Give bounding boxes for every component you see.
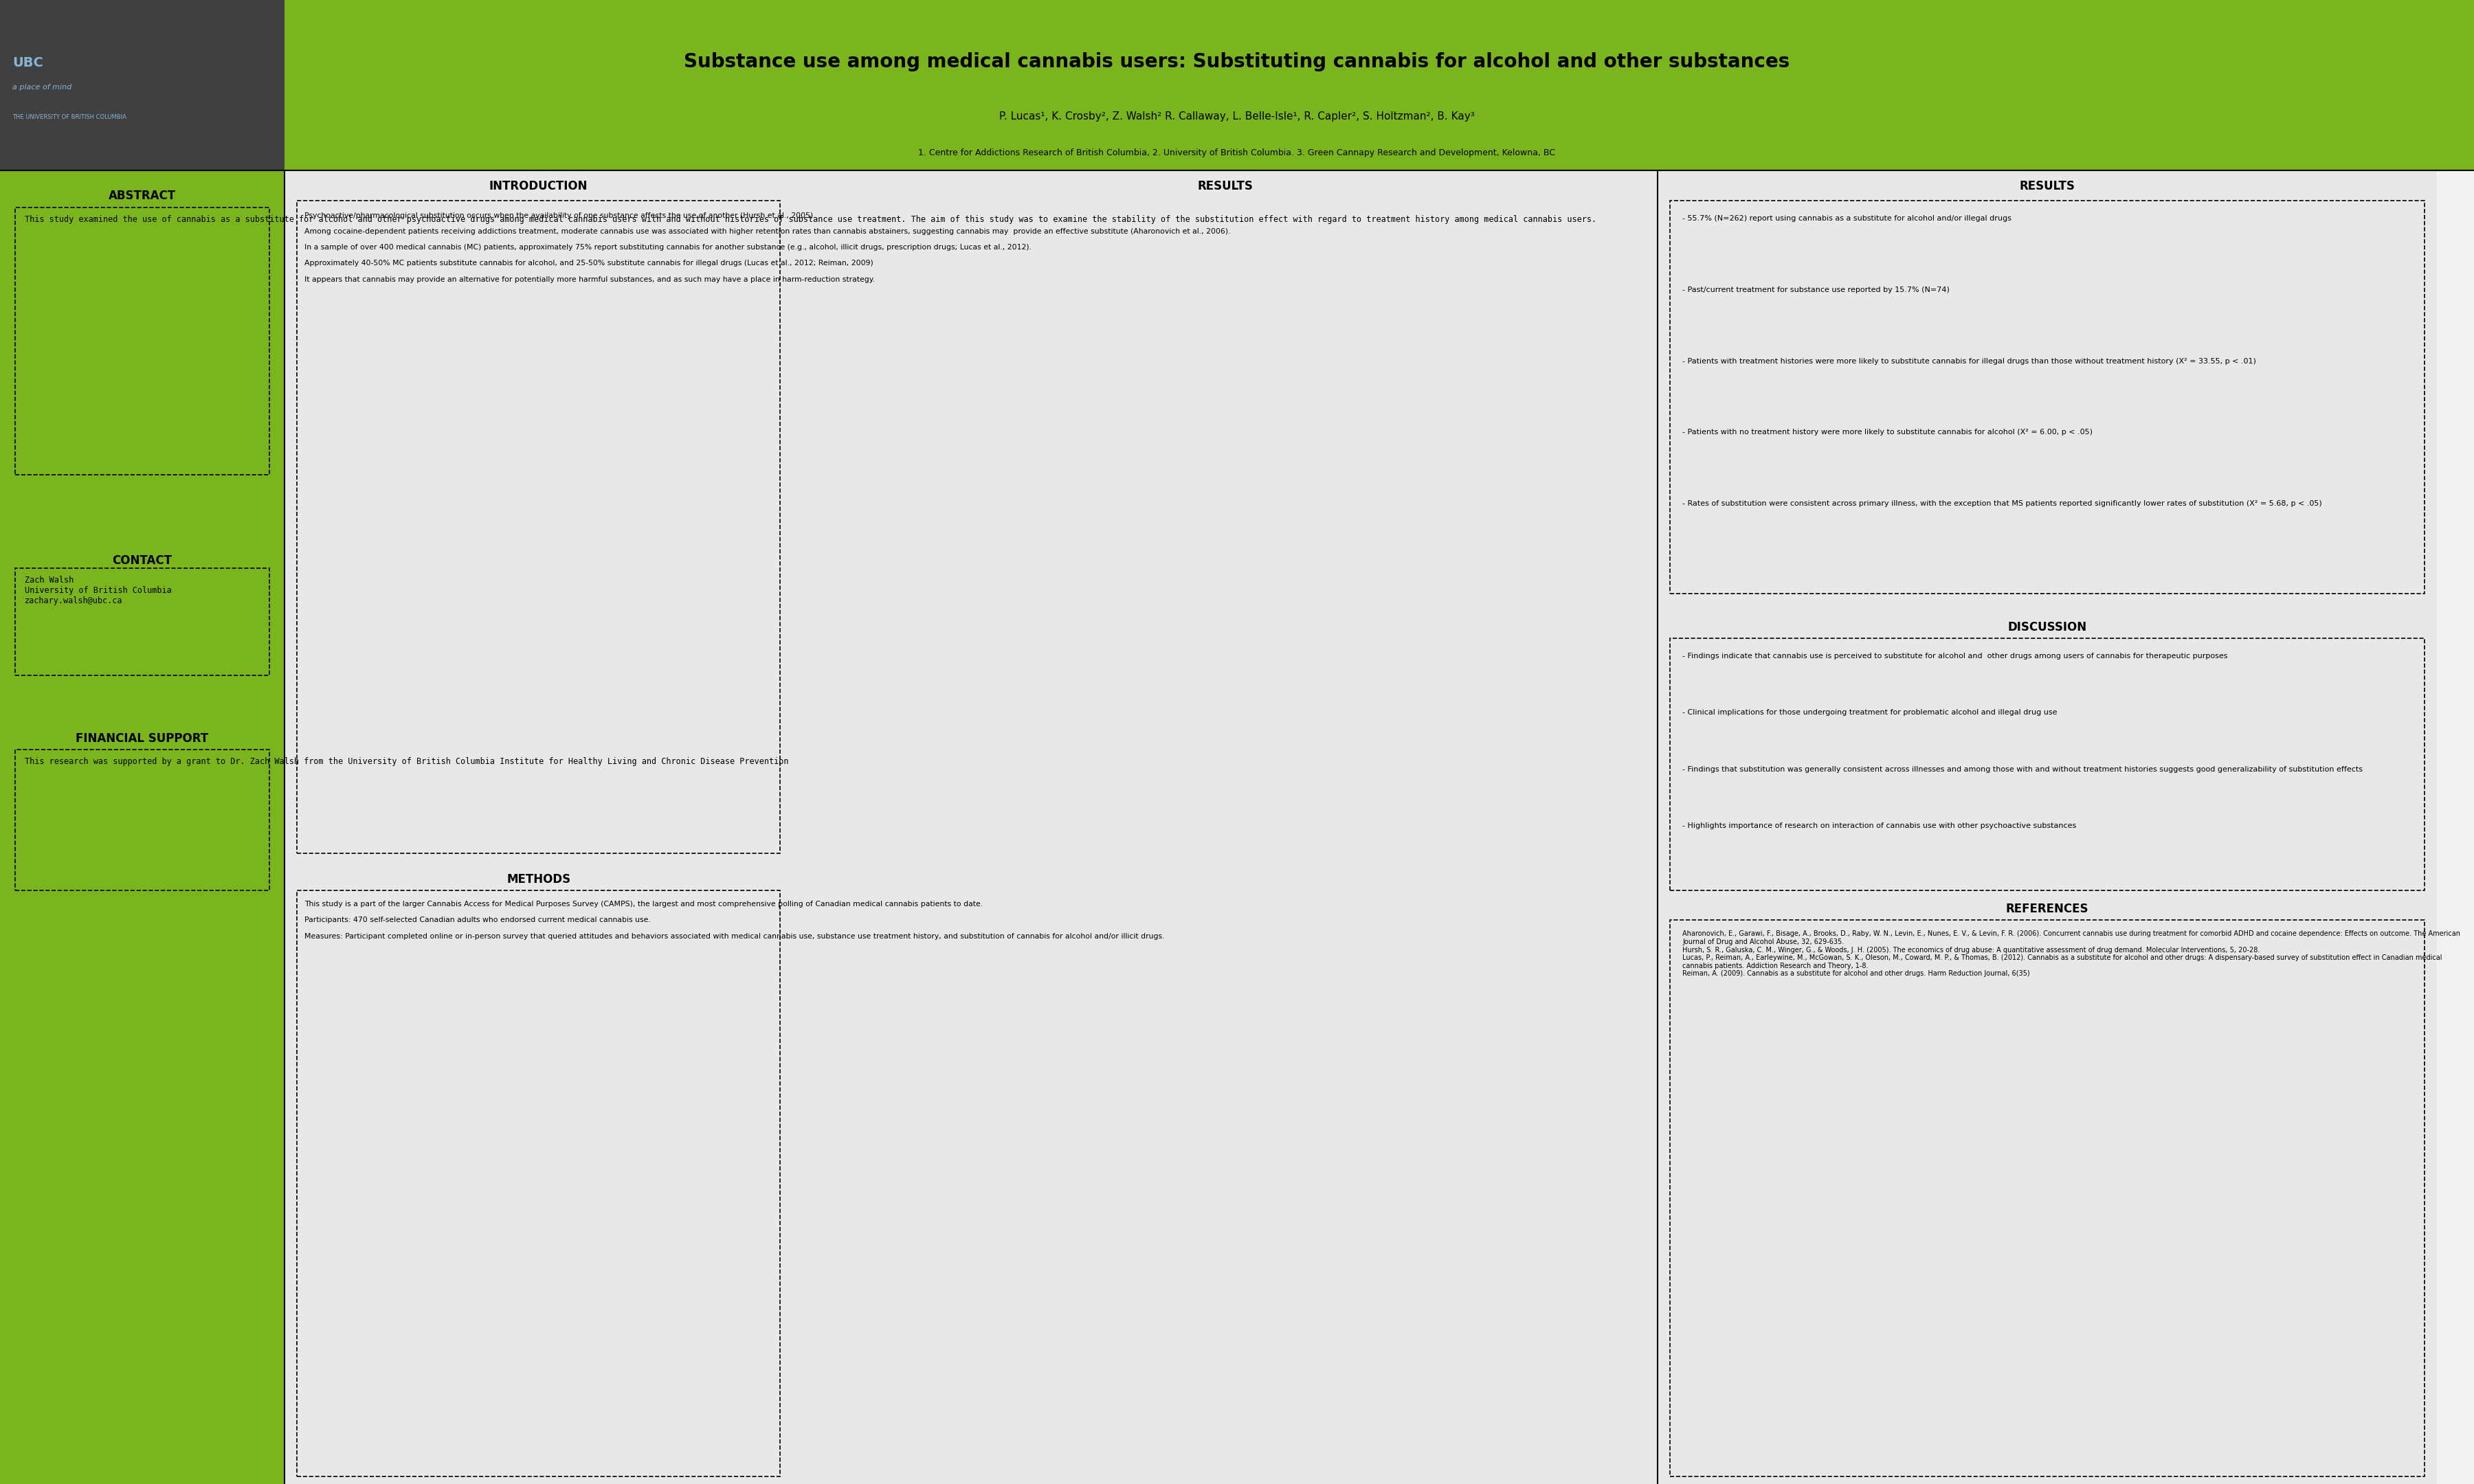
Legend: Treatment, No Treatment: Treatment, No Treatment — [1561, 220, 1640, 243]
Bar — [1079, 1067, 1136, 1469]
Bar — [1534, 506, 1608, 787]
Text: 44.3%: 44.3% — [1569, 957, 1591, 965]
Text: 60.0%: 60.0% — [858, 1270, 883, 1276]
Bar — [915, 524, 987, 787]
Text: - Findings indicate that cannabis use is perceived to substitute for alcohol and: - Findings indicate that cannabis use is… — [1682, 653, 2227, 660]
Text: 36.5%: 36.5% — [1279, 398, 1306, 404]
Text: 12.2%: 12.2% — [866, 650, 893, 657]
Text: 61.7%: 61.7% — [1096, 1264, 1118, 1272]
Text: 18.2%: 18.2% — [1071, 588, 1098, 595]
Bar — [1158, 816, 1212, 1055]
Bar — [844, 816, 898, 1077]
Text: a place of mind: a place of mind — [12, 83, 72, 91]
Text: 35.1%: 35.1% — [1484, 413, 1512, 418]
Text: CONTACT: CONTACT — [111, 555, 173, 567]
Text: 38.3%: 38.3% — [1096, 938, 1118, 945]
Text: - Findings that substitution was generally consistent across illnesses and among: - Findings that substitution was general… — [1682, 766, 2363, 773]
Text: 44.3%: 44.3% — [1410, 957, 1432, 965]
Bar — [923, 1040, 977, 1469]
Text: 34.4%: 34.4% — [938, 925, 960, 932]
Bar — [1237, 816, 1291, 1012]
Text: Aharonovich, E., Garawi, F., Bisage, A., Brooks, D., Raby, W. N., Levin, E., Nun: Aharonovich, E., Garawi, F., Bisage, A.,… — [1682, 930, 2459, 976]
Text: 46.0%: 46.0% — [1351, 298, 1378, 306]
Bar — [1237, 1012, 1291, 1469]
Text: 40.0%: 40.0% — [858, 944, 883, 950]
Text: - Highlights importance of research on interaction of cannabis use with other ps: - Highlights importance of research on i… — [1682, 822, 2076, 830]
Text: Substance use among medical cannabis users: Substituting cannabis for alcohol an: Substance use among medical cannabis use… — [683, 52, 1791, 71]
Text: 65.6%: 65.6% — [938, 1251, 960, 1258]
Text: - Patients with no treatment history were more likely to substitute cannabis for: - Patients with no treatment history wer… — [1682, 429, 2093, 436]
Text: 25.3%: 25.3% — [938, 513, 965, 521]
Text: 55.7%: 55.7% — [1410, 1284, 1432, 1291]
Text: METHODS: METHODS — [507, 874, 571, 886]
Text: 58.3%: 58.3% — [1017, 1275, 1039, 1282]
Bar — [999, 1088, 1056, 1469]
Text: 41.7%: 41.7% — [1017, 948, 1039, 956]
Text: This study is a part of the larger Cannabis Access for Medical Purposes Survey (: This study is a part of the larger Canna… — [304, 901, 1165, 939]
Bar — [1551, 816, 1608, 1106]
Bar — [844, 1077, 898, 1469]
Text: - Patients with treatment histories were more likely to substitute cannabis for : - Patients with treatment histories were… — [1682, 358, 2256, 365]
Text: RESULTS: RESULTS — [2019, 181, 2076, 193]
Text: - Clinical implications for those undergoing treatment for problematic alcohol a: - Clinical implications for those underg… — [1682, 709, 2058, 717]
Text: 55.7%: 55.7% — [1569, 1284, 1591, 1291]
Text: 27.0%: 27.0% — [1559, 496, 1583, 503]
Bar — [999, 816, 1056, 1088]
Bar — [1395, 1106, 1450, 1469]
Text: 36.7%: 36.7% — [1175, 932, 1197, 939]
Text: FINANCIAL SUPPORT: FINANCIAL SUPPORT — [77, 733, 208, 745]
Text: ABSTRACT: ABSTRACT — [109, 190, 176, 202]
Legend: Substitution, No Substitution: Substitution, No Substitution — [1554, 821, 1640, 844]
Text: 30.0%: 30.0% — [1252, 911, 1277, 917]
Bar — [1079, 816, 1136, 1067]
Text: 70.0%: 70.0% — [1252, 1238, 1277, 1244]
Bar — [1257, 407, 1329, 787]
Bar — [1462, 421, 1534, 787]
Title: Figure 1: Substituting Cannabis for Alcohol and Illegal
Drugs: Figure 1: Substituting Cannabis for Alco… — [1079, 193, 1371, 214]
Text: Zach Walsh
University of British Columbia
zachary.walsh@ubc.ca: Zach Walsh University of British Columbi… — [25, 576, 171, 605]
Text: 41.6%: 41.6% — [1331, 948, 1356, 956]
Bar — [1329, 309, 1400, 787]
Bar — [1472, 1273, 1529, 1469]
Text: UBC: UBC — [12, 56, 42, 70]
Bar — [1049, 598, 1121, 787]
Bar — [1158, 1055, 1212, 1469]
Text: 30.0%: 30.0% — [1489, 1368, 1512, 1374]
Bar — [1121, 767, 1195, 787]
Text: This research was supported by a grant to Dr. Zach Walsh from the University of : This research was supported by a grant t… — [25, 757, 789, 766]
Text: 70.0%: 70.0% — [1489, 1042, 1512, 1048]
Text: 1.8%: 1.8% — [1148, 758, 1168, 764]
Bar — [844, 660, 915, 787]
Bar — [1316, 816, 1371, 1088]
Bar — [1551, 1106, 1608, 1469]
Bar — [923, 816, 977, 1040]
Text: P. Lucas¹, K. Crosby², Z. Walsh² R. Callaway, L. Belle-Isle¹, R. Capler², S. Hol: P. Lucas¹, K. Crosby², Z. Walsh² R. Call… — [999, 111, 1475, 122]
Text: 63.3%: 63.3% — [1175, 1258, 1197, 1266]
Text: DISCUSSION: DISCUSSION — [2009, 622, 2086, 634]
Text: RESULTS: RESULTS — [1197, 181, 1252, 193]
Title: Figure 2: Substituting Cannabis for Alcohol/Illegal Drugs
Across Primary Illness: Figure 2: Substituting Cannabis for Alco… — [1074, 794, 1378, 815]
Text: - Rates of substitution were consistent across primary illness, with the excepti: - Rates of substitution were consistent … — [1682, 500, 2323, 508]
Text: THE UNIVERSITY OF BRITISH COLUMBIA: THE UNIVERSITY OF BRITISH COLUMBIA — [12, 114, 126, 120]
Text: 58.4%: 58.4% — [1331, 1275, 1356, 1282]
Text: REFERENCES: REFERENCES — [2006, 904, 2088, 916]
Text: INTRODUCTION: INTRODUCTION — [490, 181, 589, 193]
Text: Psychoactive/pharmacological substitution occurs when the availability of one su: Psychoactive/pharmacological substitutio… — [304, 212, 1230, 283]
Text: 1. Centre for Addictions Research of British Columbia, 2. University of British : 1. Centre for Addictions Research of Bri… — [918, 148, 1556, 157]
Text: This study examined the use of cannabis as a substitute for alcohol and other ps: This study examined the use of cannabis … — [25, 215, 1596, 224]
Bar — [1316, 1088, 1371, 1469]
Text: - Past/current treatment for substance use reported by 15.7% (N=74): - Past/current treatment for substance u… — [1682, 286, 1950, 294]
Text: - 55.7% (N=262) report using cannabis as a substitute for alcohol and/or illegal: - 55.7% (N=262) report using cannabis as… — [1682, 215, 2011, 223]
Bar — [1472, 816, 1529, 1273]
Bar — [1395, 816, 1450, 1106]
